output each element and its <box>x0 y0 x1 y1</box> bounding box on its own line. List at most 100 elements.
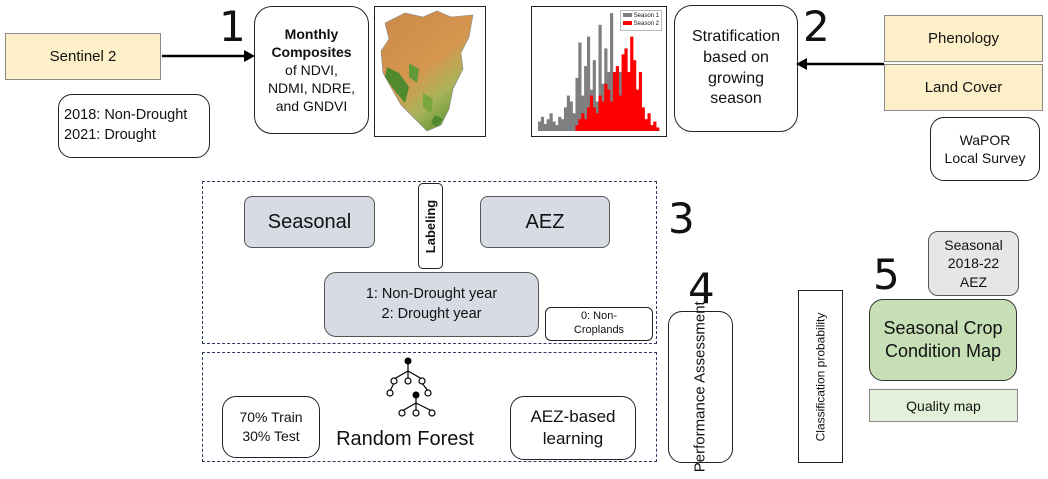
phenology-box: Phenology <box>884 15 1043 62</box>
season-1-bar <box>566 95 570 131</box>
step-number-1: 1 <box>219 2 246 51</box>
season-2-bar <box>584 119 588 131</box>
season-1-bar <box>584 66 588 131</box>
season-2-bar <box>607 89 611 131</box>
season-histogram-chart: Season 1 Season 2 <box>531 6 667 137</box>
stratification-box: Stratification based on growing season <box>674 5 798 132</box>
season-2-bar <box>647 113 651 131</box>
legend-label-2: Season 2 <box>633 21 659 28</box>
arrow-to-stratification <box>796 58 884 70</box>
season-2-bar <box>618 95 622 131</box>
season-2-bar <box>621 54 625 131</box>
season-1-bar <box>540 116 545 131</box>
seasonal-box: Seasonal <box>244 196 375 248</box>
sentinel-2-box: Sentinel 2 <box>5 33 161 80</box>
wapor-survey-box: WaPOR Local Survey <box>930 117 1040 181</box>
aez-label: AEZ <box>525 210 565 233</box>
season-1-bar <box>586 36 591 131</box>
season-2-bar <box>589 95 594 131</box>
drought-classes-text: 1: Non-Drought year 2: Drought year <box>365 285 498 322</box>
season-2-bar <box>601 101 605 131</box>
legend-swatch-1 <box>622 13 632 17</box>
season-2-bar <box>641 107 645 131</box>
season-2-bar <box>604 83 608 131</box>
legend-swatch-2 <box>622 21 632 26</box>
monthly-composites-box: Monthly Composites of NDVI, NDMI, NDRE, … <box>254 6 369 134</box>
season-1-bar <box>538 121 542 131</box>
season-1-bar <box>598 24 602 131</box>
performance-assessment-box: Performance Assessment <box>668 302 733 472</box>
phenology-label: Phenology <box>928 30 999 47</box>
season-1-bar <box>543 123 547 131</box>
decision-tree-icon <box>386 357 436 417</box>
season-1-bar <box>563 107 568 131</box>
kenya-ndvi-map-image <box>374 6 486 137</box>
seasonal-label: Seasonal <box>267 210 352 233</box>
season-2-bar <box>578 119 582 131</box>
train-test-split-text: 70% Train 30% Test <box>239 409 303 444</box>
season-2-bar <box>624 48 628 131</box>
non-cropland-text: 0: Non- Croplands <box>573 310 625 336</box>
years-box: 2018: Non-Drought 2021: Drought <box>58 94 210 158</box>
season-1-bar <box>555 125 559 131</box>
histogram-legend: Season 1 Season 2 <box>619 10 662 31</box>
crop-condition-map-box: Seasonal Crop Condition Map <box>869 299 1017 381</box>
aez-learning-box: AEZ-based learning <box>510 396 636 460</box>
wapor-survey-text: WaPOR Local Survey <box>944 131 1026 166</box>
labeling-section <box>202 181 657 344</box>
performance-assessment-label: Performance Assessment <box>691 301 709 473</box>
season-2-bar <box>598 95 602 131</box>
season-2-bar <box>575 125 579 131</box>
season-2-bar <box>610 101 614 131</box>
season-2-bar <box>586 107 591 131</box>
season-2-bar <box>653 121 657 131</box>
train-test-split-box: 70% Train 30% Test <box>222 396 320 458</box>
season-1-bar <box>569 101 573 131</box>
season-2-bar <box>612 72 617 131</box>
season-1-bar <box>552 121 556 131</box>
season-1-bar <box>592 60 596 132</box>
season-2-bar <box>627 72 631 131</box>
season-2-bar <box>633 60 637 132</box>
season-1-bar <box>572 113 576 131</box>
classification-probability-box: Classification probability <box>798 290 843 463</box>
crop-condition-map-text: Seasonal Crop Condition Map <box>883 317 1003 361</box>
season-2-bar <box>644 119 648 131</box>
arrow-sentinel-to-composites <box>162 50 255 62</box>
quality-map-text: Quality map <box>906 397 981 414</box>
seasonal-aez-box: Seasonal 2018-22 AEZ <box>928 231 1019 296</box>
season-2-bar <box>638 72 643 131</box>
season-1-bar <box>549 113 553 131</box>
season-2-bar <box>650 125 654 131</box>
step-number-4: 4 <box>688 264 715 313</box>
quality-map-box: Quality map <box>869 389 1018 422</box>
season-2-bar <box>630 36 634 131</box>
season-1-bar <box>546 119 550 131</box>
labeling-box: Labeling <box>418 183 443 269</box>
season-2-bar <box>581 113 585 131</box>
labeling-label: Labeling <box>423 199 439 253</box>
season-1-bar <box>575 77 579 131</box>
season-2-bar <box>656 127 660 131</box>
season-1-bar <box>610 13 614 131</box>
years-text: 2018: Non-Drought 2021: Drought <box>64 107 188 143</box>
season-1-bar <box>561 119 565 131</box>
monthly-composites-title: Monthly Composites <box>271 25 352 60</box>
sentinel-2-label: Sentinel 2 <box>49 48 117 65</box>
seasonal-aez-text: Seasonal 2018-22 AEZ <box>944 237 1003 290</box>
histogram-svg <box>538 13 660 132</box>
kenya-map-svg <box>380 10 474 132</box>
stratification-text: Stratification based on growing season <box>691 27 781 108</box>
season-1-bar <box>558 116 562 131</box>
legend-season-2: Season 2 <box>622 20 659 28</box>
model-section <box>202 352 657 462</box>
season-2-bar <box>635 89 640 131</box>
aez-box: AEZ <box>480 196 610 248</box>
season-1-bar <box>578 42 582 131</box>
season-2-bar <box>592 107 596 131</box>
land-cover-label: Land Cover <box>924 79 1003 96</box>
legend-season-1: Season 1 <box>622 12 659 20</box>
step-number-3: 3 <box>668 194 695 243</box>
random-forest-label: Random Forest <box>336 428 474 450</box>
step-number-5: 5 <box>873 250 900 299</box>
